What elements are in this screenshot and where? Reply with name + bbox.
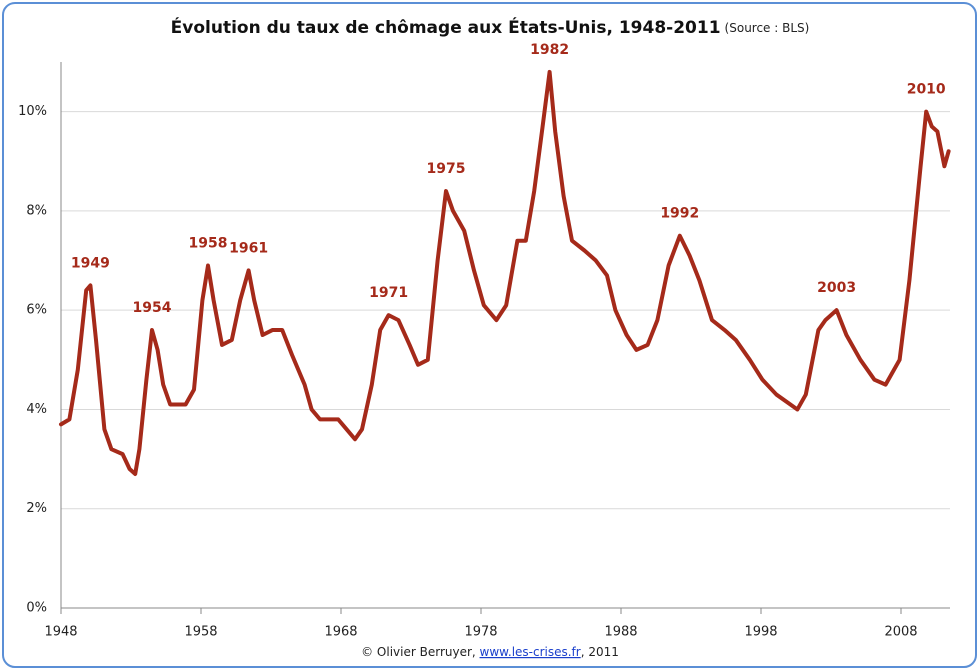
annotation: 2010: [907, 82, 946, 98]
annotation: 1949: [71, 255, 110, 271]
footer-text: © Olivier Berruyer,: [361, 645, 479, 659]
x-tick-label: 1978: [464, 625, 497, 640]
y-tick-label: 4%: [26, 402, 47, 417]
annotation: 1954: [133, 300, 172, 316]
annotation: 1992: [660, 206, 699, 222]
y-tick-label: 2%: [26, 501, 47, 516]
footer: © Olivier Berruyer, www.les-crises.fr, 2…: [361, 645, 619, 659]
annotation: 1982: [530, 42, 569, 58]
y-tick-label: 8%: [26, 203, 47, 218]
data-line: [59, 69, 951, 476]
annotation: 1958: [189, 236, 228, 252]
y-tick-label: 0%: [26, 601, 47, 616]
x-tick-label: 1988: [604, 625, 637, 640]
x-tick-label: 1948: [44, 625, 77, 640]
y-tick-label: 10%: [18, 104, 47, 119]
x-tick-label: 1968: [324, 625, 357, 640]
x-tick-label: 2008: [884, 625, 917, 640]
footer-text: , 2011: [581, 645, 619, 659]
y-tick-label: 6%: [26, 303, 47, 318]
annotation: 1975: [427, 161, 466, 177]
chart-title-line: Évolution du taux de chômage aux États-U…: [171, 16, 810, 38]
chart-title: Évolution du taux de chômage aux États-U…: [171, 16, 721, 38]
annotation: 1971: [369, 285, 408, 301]
annotation: 2003: [817, 280, 856, 296]
chart-subtitle: (Source : BLS): [725, 21, 810, 35]
footer-link[interactable]: www.les-crises.fr: [480, 645, 581, 659]
x-tick-label: 1998: [744, 625, 777, 640]
x-tick-label: 1958: [184, 625, 217, 640]
annotation: 1961: [229, 240, 268, 256]
